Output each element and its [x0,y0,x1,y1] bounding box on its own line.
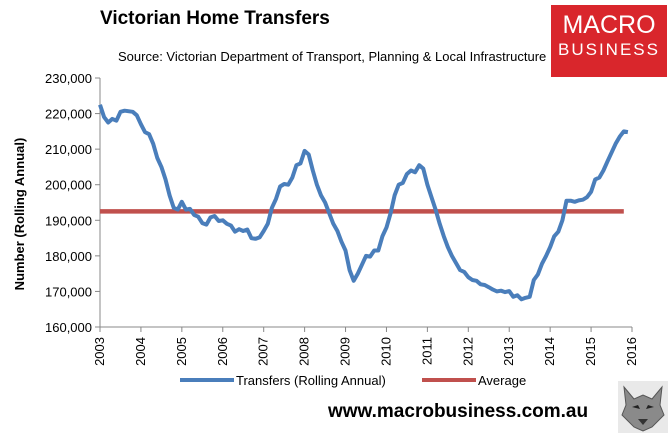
x-tick-label: 2004 [133,337,148,366]
y-tick-label: 200,000 [45,178,92,193]
y-axis-ticks: 160,000 170,000 180,000 190,000 200,000 210,0… [45,71,100,335]
y-tick-label: 180,000 [45,249,92,264]
legend-label: Average [478,373,526,388]
chart-title: Victorian Home Transfers [100,8,330,29]
x-tick-label: 2008 [297,337,312,366]
y-tick-label: 160,000 [45,320,92,335]
series-line-transfers [98,104,629,302]
x-tick-label: 2009 [338,337,353,366]
chart-series [98,104,629,302]
x-tick-label: 2011 [419,337,434,365]
chart-legend: Transfers (Rolling Annual) Average [180,373,526,388]
footer-url: www.macrobusiness.com.au [328,401,589,422]
legend-item-transfers: Transfers (Rolling Annual) [180,373,386,388]
y-tick-label: 220,000 [45,107,92,122]
logo-line1: MACRO [562,11,656,39]
x-tick-label: 2014 [542,337,557,366]
wolf-logo-icon [618,381,668,433]
x-tick-label: 2012 [460,337,475,366]
x-tick-label: 2003 [92,337,107,366]
chart-source: Source: Victorian Department of Transpor… [118,49,547,64]
x-tick-label: 2016 [624,337,639,366]
logo-line2: BUSINESS [558,40,660,59]
x-tick-label: 2005 [174,337,189,366]
y-tick-label: 190,000 [45,213,92,228]
y-tick-label: 230,000 [45,71,92,86]
legend-label: Transfers (Rolling Annual) [236,373,386,388]
x-tick-label: 2015 [583,337,598,366]
legend-item-average: Average [422,373,526,388]
x-tick-label: 2006 [215,337,230,366]
x-tick-label: 2007 [256,337,271,366]
x-tick-label: 2010 [378,337,393,366]
y-tick-label: 170,000 [45,284,92,299]
chart-axes [99,78,632,328]
y-axis-label: Number (Rolling Annual) [12,138,27,291]
x-axis-ticks: 2003 2004 2005 2006 2007 2008 2009 2010 2011 2012… [92,327,639,366]
y-tick-label: 210,000 [45,142,92,157]
x-tick-label: 2013 [501,337,516,366]
macrobusiness-logo: MACRO BUSINESS [551,5,667,77]
